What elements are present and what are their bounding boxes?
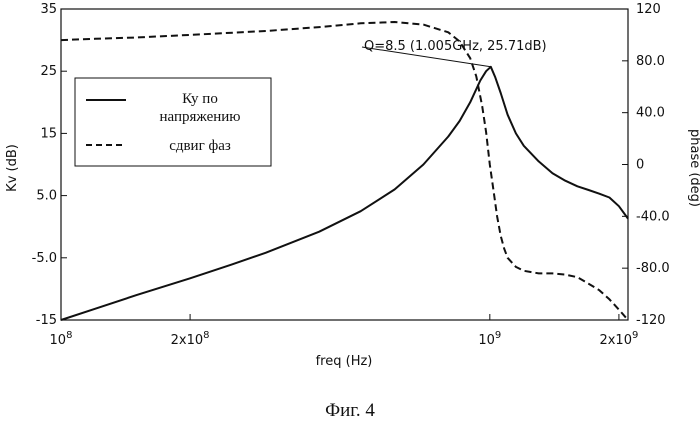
right-tick-label: -120 bbox=[636, 313, 666, 328]
x-axis-title: freq (Hz) bbox=[316, 354, 373, 369]
peak-annotation: Q=8.5 (1.005GHz, 25.71dB) bbox=[362, 39, 547, 67]
x-tick-label: 108 bbox=[50, 330, 73, 348]
right-tick-label: 80.0 bbox=[636, 54, 665, 69]
x-tick-label: 2x109 bbox=[599, 330, 638, 348]
series-group bbox=[61, 22, 628, 320]
left-tick-label: 25 bbox=[40, 64, 57, 79]
left-tick-label: -5.0 bbox=[32, 251, 57, 266]
figure-caption: Фиг. 4 bbox=[325, 400, 375, 421]
legend-entry-1-line-2: напряжению bbox=[160, 109, 241, 125]
right-axis-ticks: 120 80.0 40.0 0 -40.0 -80.0 -120 bbox=[622, 2, 670, 328]
x-axis-ticks: 108 2x108 109 2x109 bbox=[50, 314, 639, 348]
legend: Ку по напряжению сдвиг фаз bbox=[75, 78, 271, 166]
left-tick-label: 35 bbox=[40, 2, 57, 17]
right-tick-label: -80.0 bbox=[636, 261, 670, 276]
left-tick-label: 5.0 bbox=[36, 189, 57, 204]
right-tick-label: 40.0 bbox=[636, 106, 665, 121]
right-tick-label: 0 bbox=[636, 158, 644, 173]
left-tick-label: -15 bbox=[36, 313, 57, 328]
left-axis-ticks: 35 25 15 5.0 -5.0 -15 bbox=[32, 2, 67, 328]
x-tick-label: 2x108 bbox=[171, 330, 210, 348]
phase-series-line bbox=[61, 22, 628, 320]
right-tick-label: -40.0 bbox=[636, 209, 670, 224]
annotation-text: Q=8.5 (1.005GHz, 25.71dB) bbox=[364, 39, 547, 54]
x-tick-label: 109 bbox=[478, 330, 501, 348]
legend-entry-2-line-1: сдвиг фаз bbox=[169, 138, 231, 154]
left-axis-title: Kv (dB) bbox=[5, 144, 20, 192]
legend-entry-1-line-1: Ку по bbox=[182, 91, 218, 107]
right-tick-label: 120 bbox=[636, 2, 661, 17]
right-axis-title: phase (deg) bbox=[687, 129, 700, 207]
left-tick-label: 15 bbox=[40, 126, 57, 141]
